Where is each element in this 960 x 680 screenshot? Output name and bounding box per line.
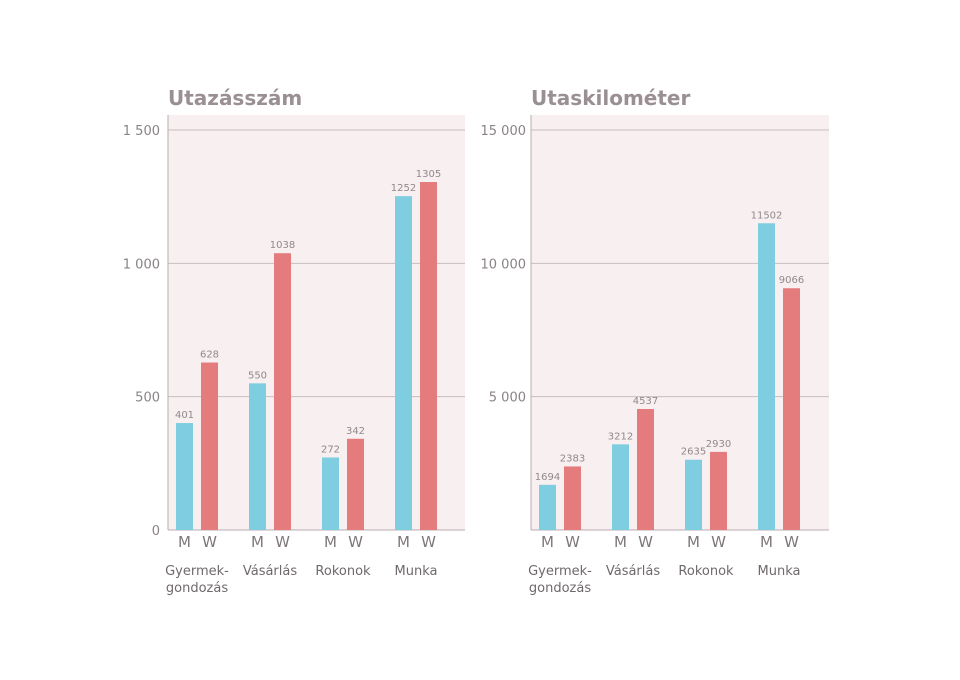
gender-label: M	[324, 533, 337, 551]
bar-w	[347, 438, 364, 530]
bar-m	[758, 223, 775, 530]
chart-panel-2: Utaskilométer 5 000 10 000 15 000 1694 M 2383 W…	[481, 86, 829, 596]
bar-w	[783, 288, 800, 530]
data-label: 628	[200, 350, 219, 361]
category-label: Vásárlás	[606, 564, 661, 579]
gender-label: M	[541, 533, 554, 551]
bar-m	[395, 196, 412, 530]
data-label: 1252	[391, 183, 416, 194]
gender-label: W	[784, 533, 799, 551]
data-label: 550	[248, 370, 267, 381]
category-label: Gyermek-gondozás	[528, 564, 592, 596]
gender-label: M	[397, 533, 410, 551]
data-label: 3212	[608, 431, 633, 442]
gender-label: W	[565, 533, 580, 551]
data-label: 401	[175, 410, 194, 421]
bar-m	[612, 444, 629, 530]
gender-label: W	[202, 533, 217, 551]
data-label: 1305	[416, 169, 441, 180]
bar-m	[322, 457, 339, 530]
chart-title: Utaskilométer	[531, 86, 690, 110]
data-label: 342	[346, 426, 365, 437]
y-tick-label: 5 000	[489, 391, 526, 406]
chart-title: Utazásszám	[168, 86, 302, 110]
chart-panel-1: Utazásszám 0 500 1 000 1 500 401 M 628 W Gyermek-…	[123, 86, 465, 596]
gender-label: W	[348, 533, 363, 551]
bar-w	[420, 182, 437, 530]
gender-label: W	[711, 533, 726, 551]
bar-w	[201, 362, 218, 530]
category-label: Rokonok	[315, 564, 371, 579]
gender-label: W	[638, 533, 653, 551]
bar-w	[637, 409, 654, 530]
data-label: 9066	[779, 275, 804, 286]
bar-m	[685, 459, 702, 530]
y-tick-label: 15 000	[481, 124, 527, 139]
bar-m	[539, 484, 556, 530]
gender-label: M	[178, 533, 191, 551]
y-tick-label: 500	[135, 391, 160, 406]
data-label: 1694	[535, 472, 560, 483]
bar-w	[710, 451, 727, 530]
data-label: 4537	[633, 396, 658, 407]
gender-label: W	[275, 533, 290, 551]
y-tick-label: 1 500	[123, 124, 160, 139]
plot-area	[531, 115, 829, 530]
data-label: 2930	[706, 439, 731, 450]
bar-w	[564, 466, 581, 530]
bar-m	[176, 423, 193, 530]
category-label: Gyermek-gondozás	[165, 564, 229, 596]
bar-m	[249, 383, 266, 530]
category-label: Rokonok	[678, 564, 734, 579]
y-tick-label: 10 000	[481, 257, 527, 272]
data-label: 1038	[270, 240, 295, 251]
data-label: 2383	[560, 453, 585, 464]
bar-w	[274, 253, 291, 530]
gender-label: M	[760, 533, 773, 551]
gender-label: M	[687, 533, 700, 551]
data-label: 272	[321, 444, 340, 455]
y-tick-label: 1 000	[123, 257, 160, 272]
gender-label: W	[421, 533, 436, 551]
y-tick-label: 0	[152, 524, 160, 539]
category-label: Munka	[758, 564, 801, 579]
data-label: 11502	[751, 210, 783, 221]
category-label: Vásárlás	[243, 564, 298, 579]
category-label: Munka	[395, 564, 438, 579]
gender-label: M	[614, 533, 627, 551]
data-label: 2635	[681, 447, 706, 458]
gender-label: M	[251, 533, 264, 551]
